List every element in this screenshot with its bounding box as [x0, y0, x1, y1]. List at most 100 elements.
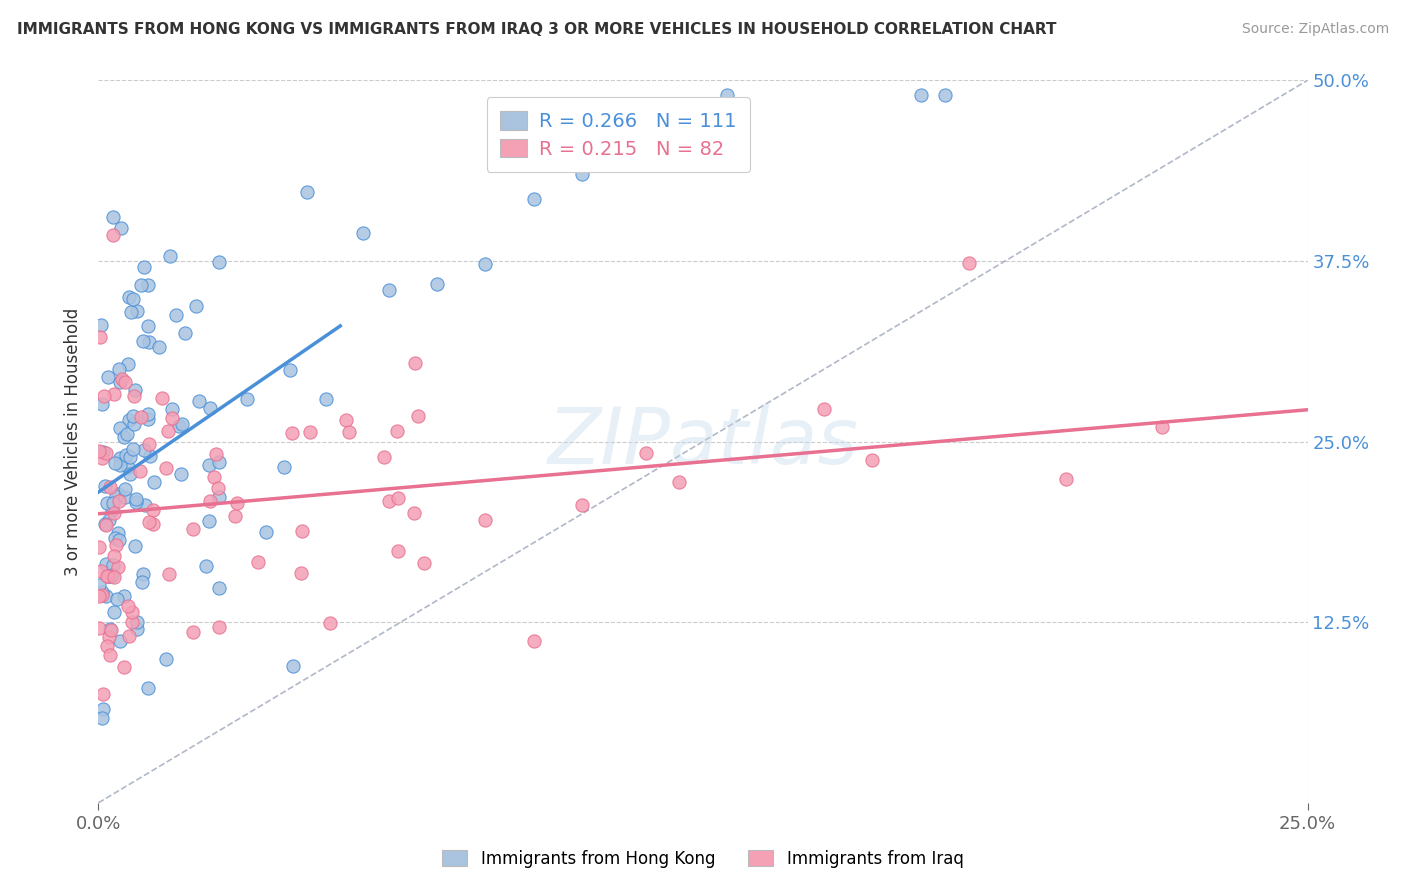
Point: [413, 557, 436, 571]
Point: [352, 226, 374, 240]
Point: [198, 514, 221, 528]
Point: [474, 513, 496, 527]
Point: [97, 631, 120, 645]
Point: [112, 660, 135, 674]
Point: [198, 494, 221, 508]
Point: [108, 450, 131, 465]
Point: [208, 255, 231, 269]
Point: [115, 426, 138, 441]
Point: [96, 495, 118, 509]
Point: [183, 522, 205, 536]
Point: [136, 319, 159, 334]
Point: [114, 482, 136, 496]
Point: [813, 401, 835, 416]
Point: [148, 341, 170, 355]
Point: [136, 412, 159, 426]
Point: [1054, 472, 1077, 486]
Point: [278, 363, 301, 377]
Point: [90, 450, 112, 465]
Point: [197, 458, 219, 472]
Point: [194, 558, 217, 573]
Point: [131, 334, 153, 349]
Point: [273, 460, 295, 475]
Point: [104, 531, 127, 545]
Point: [125, 615, 148, 630]
Point: [254, 524, 277, 539]
Point: [281, 425, 304, 440]
Point: [1152, 420, 1174, 434]
Text: IMMIGRANTS FROM HONG KONG VS IMMIGRANTS FROM IRAQ 3 OR MORE VEHICLES IN HOUSEHOL: IMMIGRANTS FROM HONG KONG VS IMMIGRANTS …: [17, 22, 1056, 37]
Point: [404, 506, 426, 520]
Legend: R = 0.266   N = 111, R = 0.215   N = 82: R = 0.266 N = 111, R = 0.215 N = 82: [486, 97, 751, 172]
Point: [406, 409, 429, 423]
Point: [96, 557, 118, 571]
Point: [122, 293, 145, 307]
Point: [337, 425, 360, 439]
Point: [716, 87, 738, 102]
Point: [136, 681, 159, 695]
Point: [117, 459, 139, 474]
Point: [96, 568, 118, 582]
Point: [129, 277, 152, 292]
Text: Source: ZipAtlas.com: Source: ZipAtlas.com: [1241, 22, 1389, 37]
Point: [571, 167, 593, 181]
Point: [387, 543, 409, 558]
Point: [87, 540, 110, 554]
Point: [129, 464, 152, 478]
Point: [122, 417, 145, 432]
Point: [107, 560, 129, 574]
Point: [142, 516, 165, 531]
Point: [159, 249, 181, 263]
Point: [474, 257, 496, 271]
Point: [299, 425, 322, 439]
Point: [156, 424, 179, 438]
Point: [143, 475, 166, 489]
Point: [523, 634, 546, 648]
Point: [132, 260, 155, 275]
Point: [97, 369, 120, 384]
Point: [114, 376, 136, 390]
Point: [174, 326, 197, 340]
Point: [571, 498, 593, 512]
Point: [104, 489, 127, 503]
Point: [377, 283, 399, 297]
Point: [136, 407, 159, 421]
Point: [94, 446, 117, 460]
Point: [131, 574, 153, 589]
Point: [112, 430, 135, 444]
Point: [957, 256, 980, 270]
Point: [118, 629, 141, 643]
Point: [117, 599, 139, 613]
Point: [90, 318, 112, 332]
Point: [142, 502, 165, 516]
Point: [225, 496, 247, 510]
Point: [208, 455, 231, 469]
Point: [208, 490, 231, 504]
Point: [235, 392, 257, 407]
Point: [89, 444, 111, 458]
Point: [108, 375, 131, 389]
Point: [121, 615, 143, 629]
Point: [120, 305, 142, 319]
Point: [87, 589, 110, 603]
Point: [104, 456, 127, 470]
Point: [118, 467, 141, 481]
Point: [157, 566, 180, 581]
Point: [107, 525, 129, 540]
Point: [165, 308, 187, 322]
Point: [111, 372, 134, 386]
Point: [96, 640, 118, 654]
Point: [204, 470, 226, 484]
Point: [103, 605, 125, 619]
Point: [385, 424, 408, 438]
Point: [134, 498, 156, 512]
Point: [107, 487, 129, 501]
Point: [208, 581, 231, 595]
Point: [125, 622, 148, 636]
Point: [121, 605, 143, 619]
Point: [118, 450, 141, 464]
Point: [295, 185, 318, 199]
Point: [207, 481, 229, 495]
Point: [125, 492, 148, 507]
Point: [90, 711, 112, 725]
